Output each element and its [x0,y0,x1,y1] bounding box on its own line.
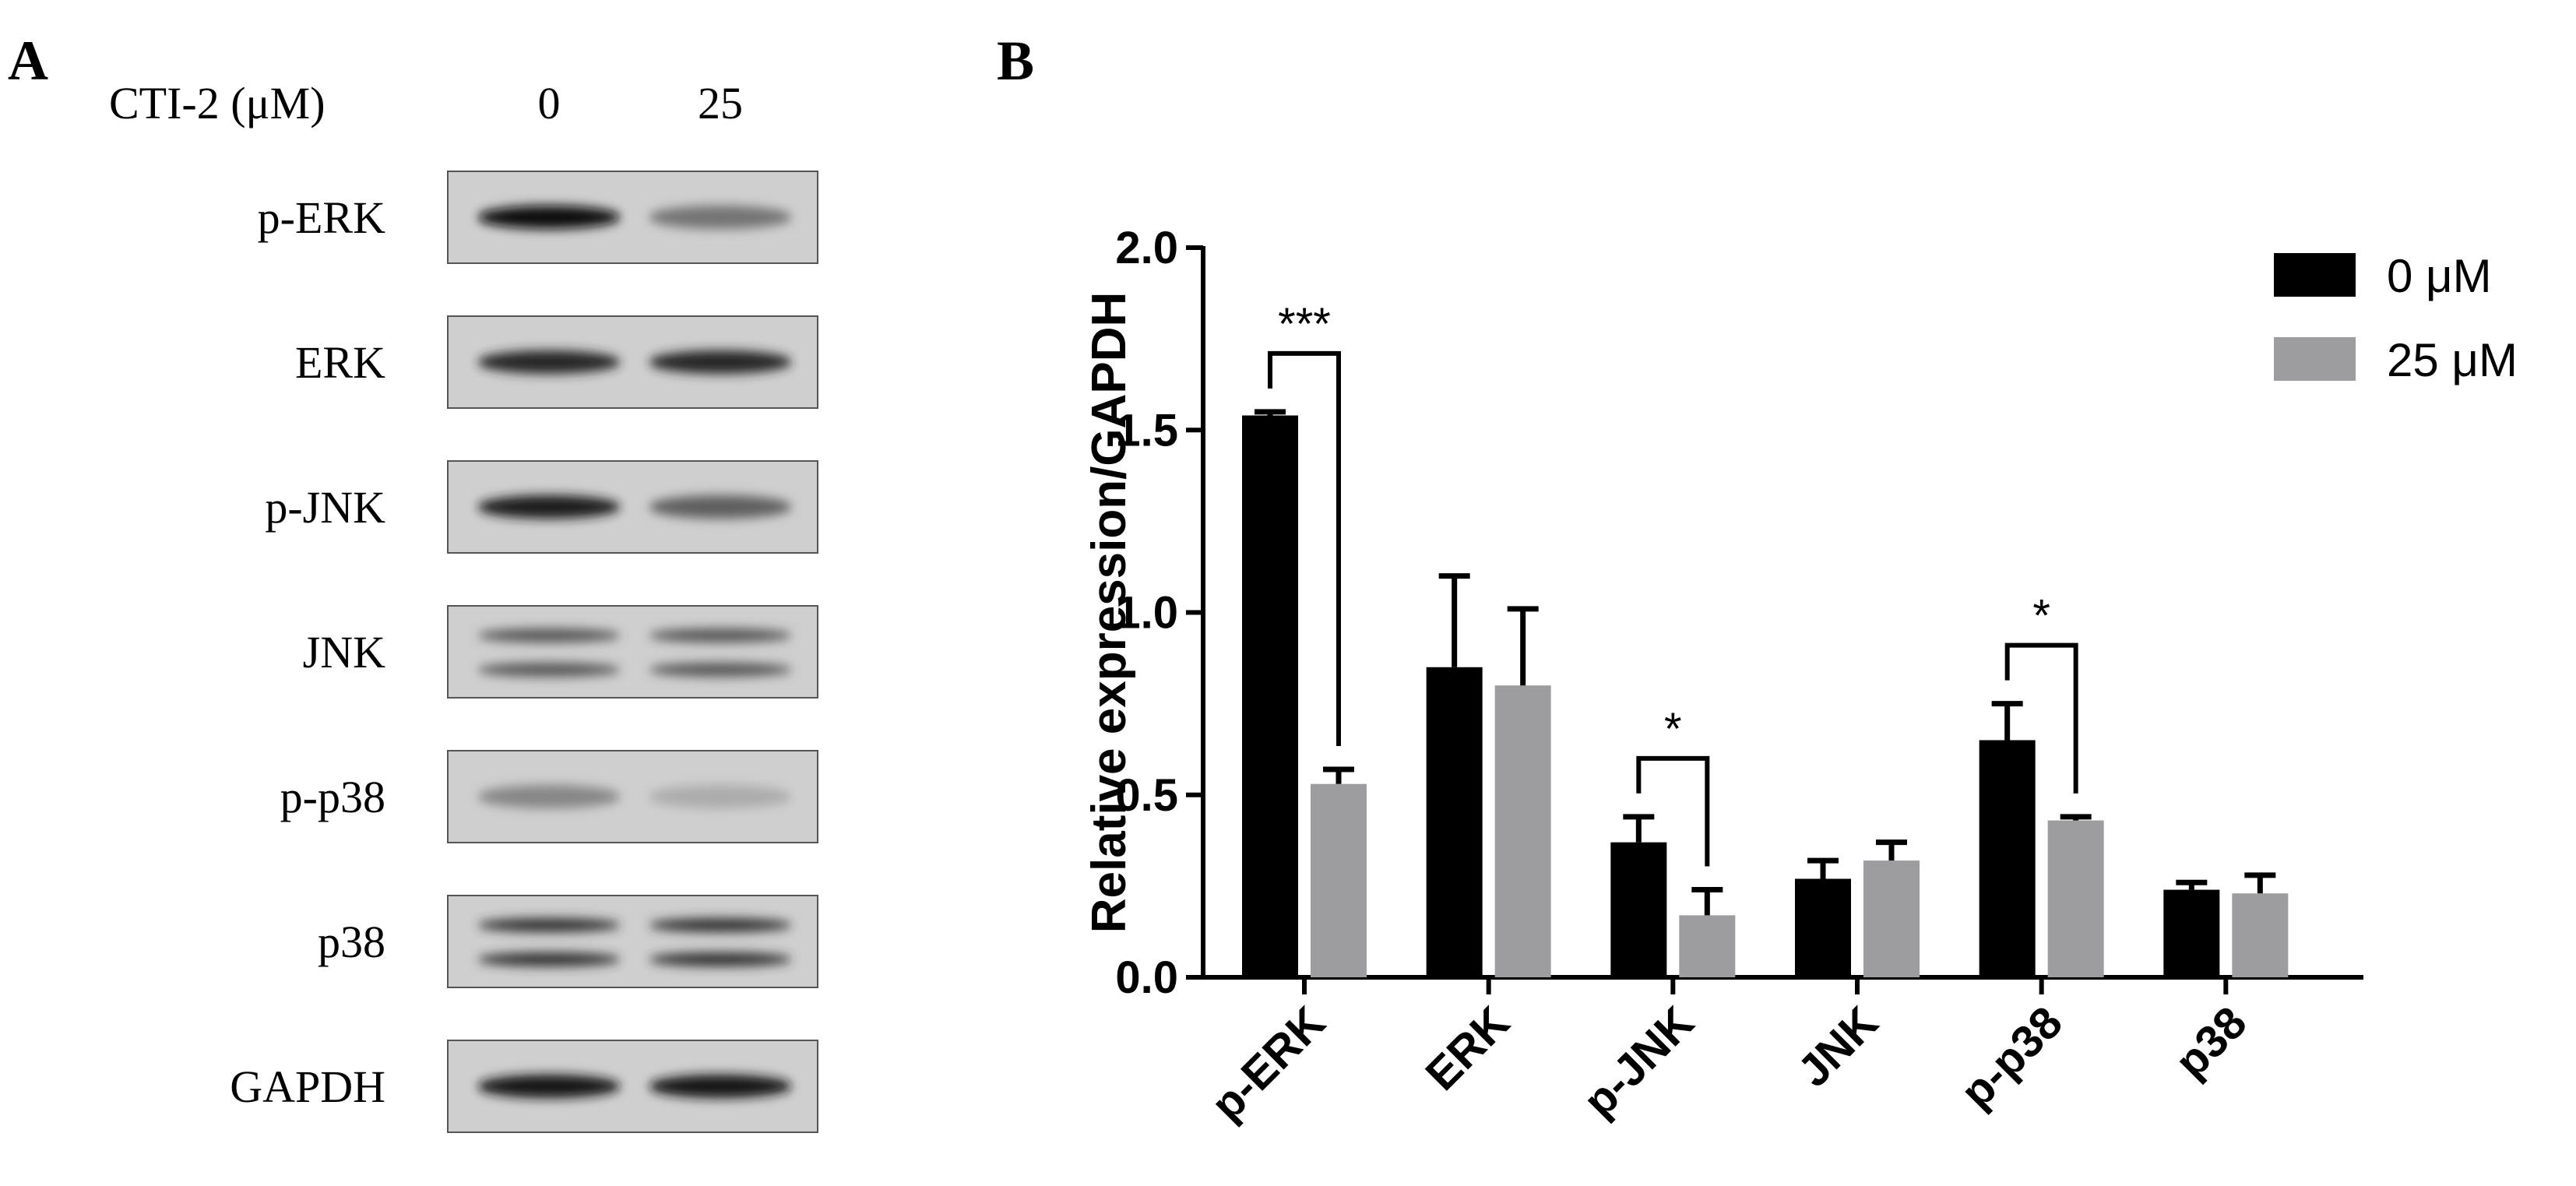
x-tick-label: p-JNK [1574,997,1704,1127]
bar-25uM-p38 [2232,893,2289,977]
legend-swatch-0uM [2274,253,2356,297]
blot-band [649,918,792,932]
western-blot-panel: p-ERK ERK p-JNK JNK p-p38 p38 GAPDH [230,171,818,1133]
significance-label: * [1664,704,1682,755]
blot-band [649,785,792,808]
concentration-label-0: 0 [538,78,561,128]
panel-b-label: B [997,30,1034,92]
blot-label: p-p38 [280,772,385,822]
blot-band [649,952,792,966]
blot-row: p-ERK [258,171,818,264]
blot-band [477,663,621,677]
blot-band [649,663,792,677]
legend-label: 25 μM [2387,334,2518,386]
y-tick-label: 1.0 [1115,588,1178,639]
x-tick-label: JNK [1788,997,1888,1096]
bar-25uM-p-JNK [1679,915,1736,977]
bar-25uM-p-ERK [1311,783,1367,977]
x-tick-label: ERK [1416,997,1519,1100]
blot-band [477,495,621,519]
bar-25uM-JNK [1863,860,1920,977]
blot-membrane [447,895,818,988]
significance-bracket [2004,642,2078,794]
bar-0uM-JNK [1795,878,1851,977]
legend-label: 0 μM [2387,250,2492,302]
significance-label: *** [1278,299,1331,350]
blot-label: p38 [318,917,385,967]
legend-swatch-25uM [2274,337,2356,381]
bar-0uM-p-JNK [1610,842,1667,977]
panel-a-label: A [8,30,48,92]
blot-row: p38 [318,895,818,988]
bar-chart: 0.0 0.5 1.0 1.5 2.0 Relative expression/GAPDH… [1082,223,2518,1130]
bar-0uM-ERK [1426,667,1483,977]
blot-row: ERK [295,315,818,409]
bar-0uM-p-p38 [1979,740,2036,977]
blot-band [649,1075,792,1098]
blot-row: p-JNK [265,460,818,554]
concentration-label-25: 25 [698,78,743,128]
x-tick-label: p38 [2166,997,2257,1088]
blot-band [649,350,792,374]
blot-band [649,628,792,642]
bar-25uM-ERK [1494,685,1551,977]
blot-label: JNK [303,627,385,677]
treatment-label: CTI-2 (μM) [109,78,326,128]
x-tick-label: p-ERK [1202,997,1335,1130]
blot-band [477,350,621,374]
blot-band [477,206,621,229]
panel-a: A CTI-2 (μM) 0 25 p-ERKERKp-JNKJNKp-p38p… [8,30,818,1133]
x-tick-label: p-p38 [1951,997,2072,1117]
blot-row: GAPDH [230,1040,818,1133]
bar-0uM-p-ERK [1242,415,1298,977]
blot-label: GAPDH [230,1061,385,1112]
blot-row: p-p38 [280,750,818,843]
blot-band [477,1075,621,1098]
blot-membrane [447,605,818,699]
bar-0uM-p38 [2163,889,2220,977]
y-tick-label: 2.0 [1115,223,1178,273]
significance-bracket [1636,755,1710,867]
blot-band [477,918,621,932]
y-axis-title: Relative expression/GAPDH [1082,292,1136,934]
blot-band [477,952,621,966]
panel-b: B 0.0 0.5 1.0 1.5 2.0 Relative expression/GAP… [997,30,2518,1130]
blot-band [649,495,792,519]
blot-label: p-ERK [258,192,385,243]
bar-25uM-p-p38 [2047,820,2104,977]
blot-label: ERK [295,337,385,388]
blot-band [477,628,621,642]
blot-row: JNK [303,605,818,699]
blot-band [649,206,792,229]
significance-bracket [1268,350,1341,746]
significance-label: * [2032,591,2050,642]
y-tick-label: 0.5 [1115,770,1178,821]
y-tick-label: 1.5 [1115,405,1178,456]
blot-label: p-JNK [265,482,385,533]
blot-band [477,785,621,808]
y-tick-label: 0.0 [1115,952,1178,1003]
